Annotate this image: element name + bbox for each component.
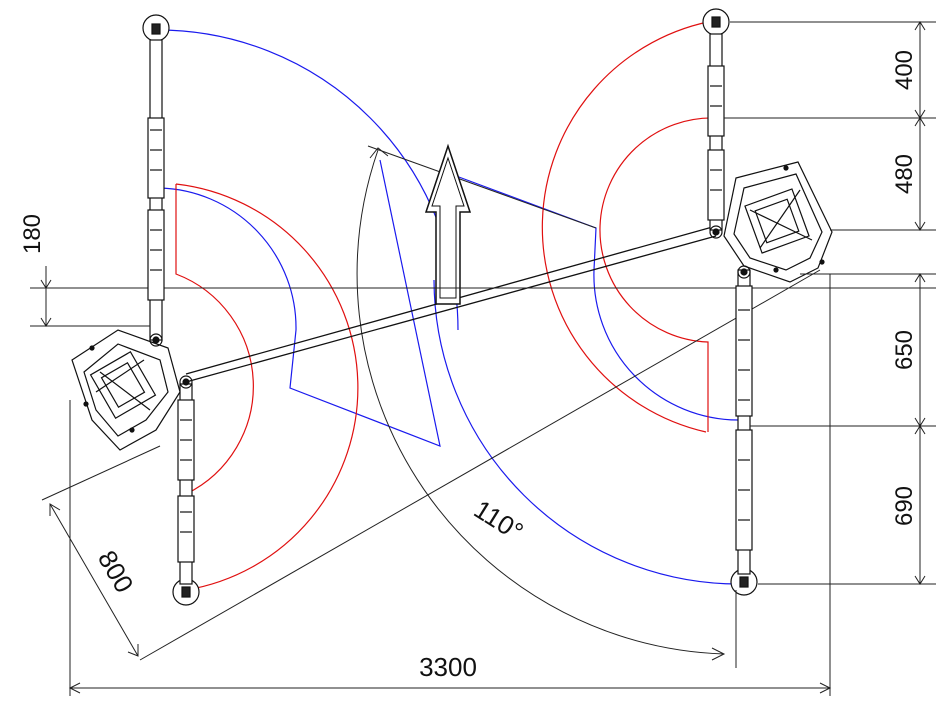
angle-dimension (356, 145, 726, 661)
dim-label-3300: 3300 (419, 652, 477, 682)
arm-length-dimension (41, 269, 821, 661)
arm-dim-line (49, 503, 139, 657)
dim-label-690: 690 (891, 486, 918, 526)
right-outer-red-arc (541, 19, 719, 433)
right-inner-red-arc (599, 117, 717, 432)
left-offset-dimension (30, 266, 150, 327)
right-vertical-dimensions (724, 21, 936, 585)
dim-label-400: 400 (891, 50, 918, 90)
dim-label-110-degrees: 110° (469, 494, 529, 547)
left-post (71, 14, 200, 606)
angle-arrow-bottom (711, 647, 726, 661)
left-inner-red-arc (175, 184, 254, 495)
angle-ref-line-top (367, 145, 597, 229)
arm-arrow-1 (49, 503, 61, 516)
arm-ext-line-2 (139, 269, 821, 661)
dim-label-650: 650 (891, 330, 918, 370)
left-outer-red-arc (175, 183, 359, 591)
left-upper-blue-arc (157, 29, 459, 331)
red-arm-arcs (175, 19, 719, 591)
angle-arrow-top (369, 147, 389, 159)
direction-arrow (424, 143, 472, 305)
right-lower-blue-arc (433, 279, 741, 585)
dim-label-180: 180 (19, 214, 46, 254)
dim-label-480: 480 (891, 154, 918, 194)
total-width-dimension (68, 274, 832, 696)
arm-arrow-2 (127, 644, 139, 657)
arm-ext-line-1 (41, 445, 161, 501)
left-inner-blue-arc (159, 159, 441, 447)
angle-arc (356, 149, 725, 655)
right-post (702, 8, 833, 596)
blue-arm-arcs (157, 29, 741, 585)
dim-label-800: 800 (92, 545, 140, 598)
right-inner-blue-arc (439, 169, 739, 421)
